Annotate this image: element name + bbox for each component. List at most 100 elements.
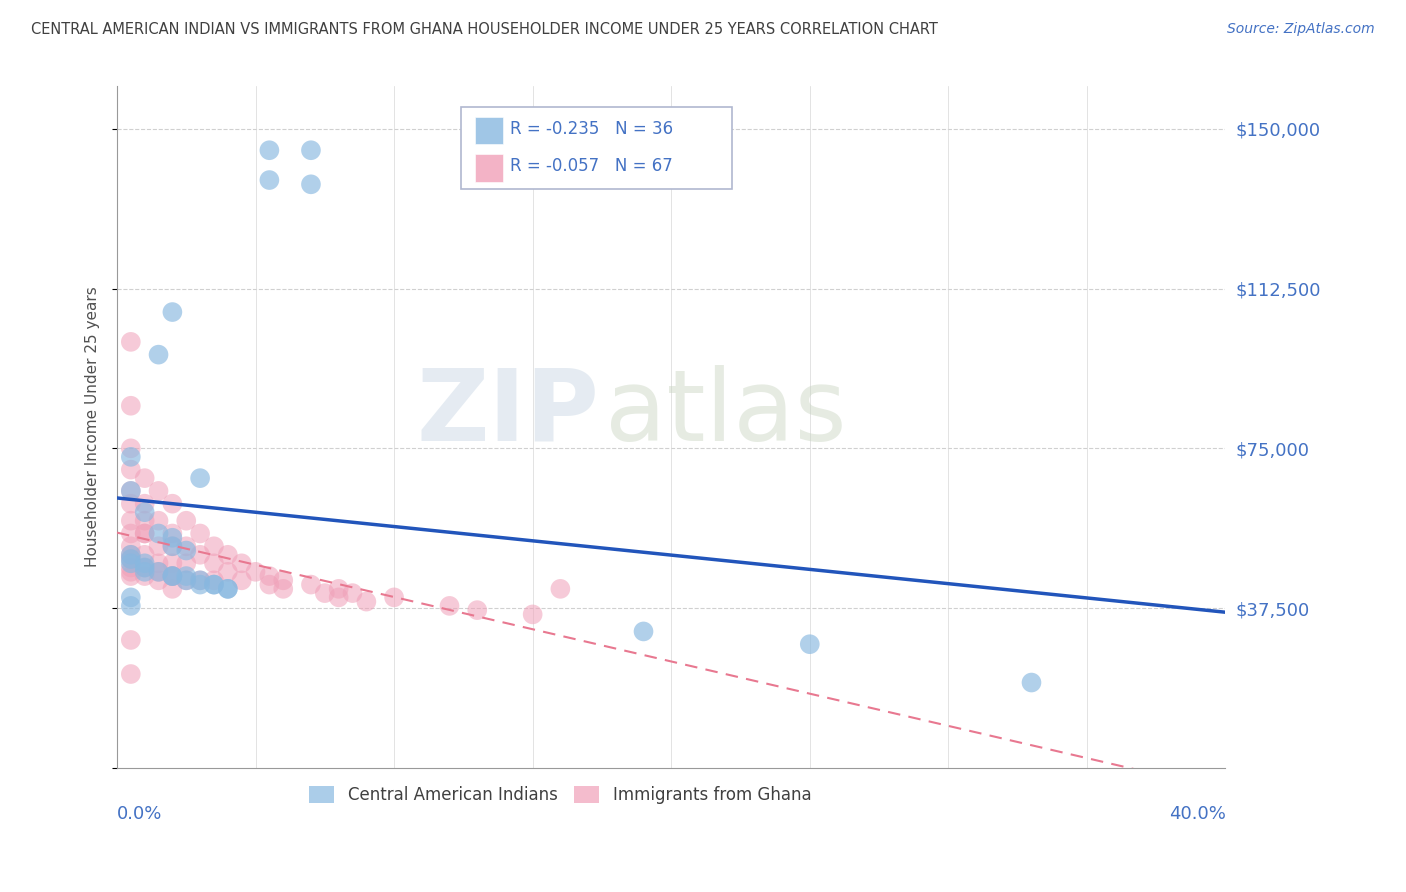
Point [799,637,821,651]
Point [120,526,142,541]
Point [148,348,170,362]
Point [439,599,461,613]
Point [148,539,170,553]
Y-axis label: Householder Income Under 25 years: Householder Income Under 25 years [86,286,100,567]
Point [188,471,211,485]
Text: R = -0.235   N = 36: R = -0.235 N = 36 [510,120,673,138]
Point [162,305,184,319]
Point [148,557,170,571]
FancyBboxPatch shape [475,117,503,145]
Point [120,442,142,456]
Text: CENTRAL AMERICAN INDIAN VS IMMIGRANTS FROM GHANA HOUSEHOLDER INCOME UNDER 25 YEA: CENTRAL AMERICAN INDIAN VS IMMIGRANTS FR… [31,22,938,37]
Point [188,577,211,591]
Point [550,582,572,596]
Point [202,574,225,588]
Point [120,462,142,476]
Point [120,399,142,413]
Point [148,565,170,579]
Point [148,565,170,579]
Text: Source: ZipAtlas.com: Source: ZipAtlas.com [1227,22,1375,37]
Point [299,143,322,157]
Point [148,514,170,528]
Point [134,514,156,528]
Point [162,539,184,553]
Point [162,569,184,583]
Point [231,574,253,588]
Point [217,548,239,562]
Point [120,483,142,498]
Text: 0.0%: 0.0% [117,805,162,823]
Point [134,548,156,562]
Point [633,624,655,639]
Point [120,565,142,579]
Point [162,557,184,571]
Text: 40.0%: 40.0% [1168,805,1226,823]
FancyBboxPatch shape [475,154,503,182]
Point [174,557,197,571]
Point [356,594,378,608]
Text: atlas: atlas [605,365,846,462]
Point [328,582,350,596]
Point [120,552,142,566]
Point [134,497,156,511]
Point [217,582,239,596]
Point [259,569,281,583]
Point [522,607,544,622]
Point [120,632,142,647]
Point [342,586,364,600]
Point [174,574,197,588]
Point [1021,675,1043,690]
Point [314,586,336,600]
Point [134,505,156,519]
FancyBboxPatch shape [461,107,733,188]
Point [162,526,184,541]
Point [202,557,225,571]
Point [148,526,170,541]
Point [328,591,350,605]
Point [162,539,184,553]
Point [134,526,156,541]
Point [174,574,197,588]
Point [134,557,156,571]
Legend: Central American Indians, Immigrants from Ghana: Central American Indians, Immigrants fro… [302,779,818,811]
Point [188,574,211,588]
Point [120,560,142,574]
Point [465,603,488,617]
Text: ZIP: ZIP [416,365,599,462]
Point [174,514,197,528]
Point [188,548,211,562]
Point [202,577,225,591]
Point [120,591,142,605]
Point [134,560,156,574]
Point [134,565,156,579]
Point [217,565,239,579]
Point [382,591,405,605]
Point [120,514,142,528]
Point [188,526,211,541]
Point [299,577,322,591]
Point [120,552,142,566]
Point [120,557,142,571]
Point [120,483,142,498]
Point [174,569,197,583]
Point [231,557,253,571]
Point [120,548,142,562]
Point [299,178,322,192]
Point [134,560,156,574]
Point [162,569,184,583]
Point [162,569,184,583]
Point [120,667,142,681]
Point [245,565,267,579]
Point [188,574,211,588]
Point [120,569,142,583]
Point [271,574,294,588]
Point [120,497,142,511]
Point [162,497,184,511]
Point [217,582,239,596]
Point [162,569,184,583]
Point [259,173,281,187]
Point [120,334,142,349]
Point [202,577,225,591]
Point [120,539,142,553]
Point [134,569,156,583]
